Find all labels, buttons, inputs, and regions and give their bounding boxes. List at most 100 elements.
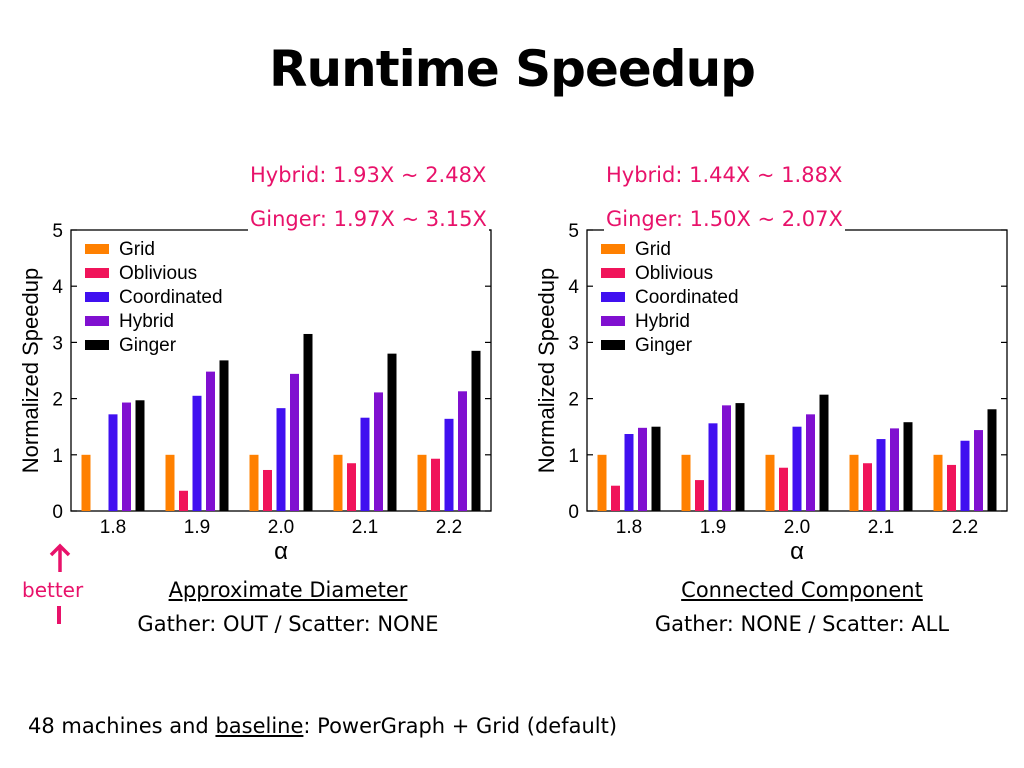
x-tick-label: 1.9 — [700, 517, 726, 538]
bar-hybrid-2.0 — [290, 373, 299, 511]
legend-label-ginger: Ginger — [635, 335, 693, 356]
footer-suffix: : PowerGraph + Grid (default) — [303, 714, 618, 738]
bar-ginger-2.2 — [471, 350, 481, 511]
bar-oblivious-2.2 — [947, 464, 956, 511]
legend-label-hybrid: Hybrid — [635, 311, 690, 332]
legend-swatch-oblivious — [85, 268, 109, 278]
bar-hybrid-2.1 — [374, 392, 383, 511]
bar-coordinated-2.2 — [960, 440, 970, 511]
x-axis-label: α — [274, 538, 288, 565]
y-tick-label: 1 — [568, 446, 579, 467]
bar-hybrid-1.8 — [638, 427, 647, 511]
x-tick-label: 1.8 — [100, 517, 126, 538]
bar-grid-2.0 — [765, 454, 775, 511]
legend-swatch-coordinated — [601, 292, 625, 302]
legend-swatch-grid — [601, 244, 625, 254]
bar-ginger-2.1 — [903, 422, 913, 511]
footer-note: 48 machines and baseline: PowerGraph + G… — [28, 714, 617, 738]
bar-oblivious-1.8 — [611, 485, 620, 511]
bar-hybrid-2.2 — [974, 430, 983, 511]
y-tick-label: 1 — [52, 446, 63, 467]
bar-ginger-1.8 — [651, 426, 661, 511]
bar-ginger-2.1 — [387, 353, 397, 511]
x-tick-label: 1.8 — [616, 517, 642, 538]
bar-grid-2.2 — [417, 454, 427, 511]
bar-grid-1.8 — [81, 454, 91, 511]
x-tick-label: 2.2 — [952, 517, 978, 538]
chart-svg-approximate-diameter: 0 1 2 3 4 5 1.8 1.9 2.0 2.1 2.2 α Normalized Speedup… — [18, 221, 492, 565]
bar-hybrid-1.8 — [122, 402, 131, 511]
bar-grid-2.1 — [333, 454, 343, 511]
y-tick-label: 4 — [568, 277, 579, 298]
legend-label-coordinated: Coordinated — [119, 287, 223, 308]
bar-oblivious-1.9 — [695, 480, 704, 511]
footer-baseline: baseline — [215, 714, 304, 738]
y-axis-label: Normalized Speedup — [534, 268, 559, 473]
chart-connected-component: 0 1 2 3 4 5 1.8 1.9 2.0 2.1 2.2 α Normalized Speedup… — [524, 200, 1024, 570]
legend-label-oblivious: Oblivious — [119, 263, 197, 284]
legend-swatch-coordinated — [85, 292, 109, 302]
y-tick-label: 0 — [568, 502, 579, 523]
left-ginger-annotation: Ginger: 1.97X ~ 3.15X — [248, 207, 489, 231]
x-tick-label: 2.0 — [784, 517, 810, 538]
bar-grid-2.0 — [249, 454, 259, 511]
right-caption-title: Connected Component — [681, 578, 923, 602]
y-tick-label: 5 — [568, 221, 579, 242]
bar-coordinated-2.1 — [360, 417, 370, 511]
legend-swatch-hybrid — [601, 316, 625, 326]
y-tick-label: 4 — [52, 277, 63, 298]
bar-hybrid-2.1 — [890, 428, 899, 511]
legend-label-grid: Grid — [635, 239, 671, 260]
bar-coordinated-2.1 — [876, 439, 886, 511]
bar-ginger-1.9 — [219, 360, 229, 511]
x-tick-label: 2.1 — [352, 517, 378, 538]
bar-grid-1.9 — [165, 454, 175, 511]
left-caption-subtitle: Gather: OUT / Scatter: NONE — [137, 612, 439, 636]
bar-ginger-2.2 — [987, 409, 997, 511]
bar-ginger-2.0 — [819, 394, 829, 511]
bar-hybrid-1.9 — [206, 371, 215, 511]
y-tick-label: 0 — [52, 502, 63, 523]
y-tick-label: 3 — [52, 333, 63, 354]
right-hybrid-annotation: Hybrid: 1.44X ~ 1.88X — [604, 163, 845, 187]
x-tick-label: 2.0 — [268, 517, 294, 538]
bar-coordinated-1.8 — [108, 414, 118, 511]
legend-swatch-ginger — [601, 340, 625, 350]
legend-label-coordinated: Coordinated — [635, 287, 739, 308]
bar-grid-2.2 — [933, 454, 943, 511]
bar-oblivious-2.1 — [347, 463, 356, 511]
chart-svg-connected-component: 0 1 2 3 4 5 1.8 1.9 2.0 2.1 2.2 α Normalized Speedup… — [534, 221, 1008, 565]
better-label: better — [22, 578, 84, 602]
x-tick-label: 1.9 — [184, 517, 210, 538]
legend-swatch-oblivious — [601, 268, 625, 278]
bar-coordinated-1.8 — [624, 434, 634, 511]
slide-title: Runtime Speedup — [269, 40, 756, 98]
left-hybrid-annotation: Hybrid: 1.93X ~ 2.48X — [248, 163, 489, 187]
right-ginger-annotation: Ginger: 1.50X ~ 2.07X — [604, 207, 845, 231]
chart-approximate-diameter: 0 1 2 3 4 5 1.8 1.9 2.0 2.1 2.2 α Normalized Speedup… — [8, 200, 508, 570]
left-caption-title: Approximate Diameter — [168, 578, 408, 602]
bar-hybrid-2.0 — [806, 414, 815, 511]
up-arrow-icon — [49, 543, 71, 572]
y-tick-label: 2 — [52, 390, 63, 411]
bar-coordinated-2.2 — [444, 418, 454, 511]
bar-coordinated-2.0 — [276, 408, 286, 511]
legend-label-grid: Grid — [119, 239, 155, 260]
legend-label-oblivious: Oblivious — [635, 263, 713, 284]
bar-ginger-1.9 — [735, 403, 745, 511]
bar-oblivious-2.1 — [863, 463, 872, 511]
bar-coordinated-1.9 — [192, 395, 202, 511]
bar-hybrid-2.2 — [458, 391, 467, 511]
better-tick — [57, 606, 61, 624]
legend-swatch-ginger — [85, 340, 109, 350]
footer-prefix: 48 machines and — [28, 714, 216, 738]
bar-grid-2.1 — [849, 454, 859, 511]
legend-label-ginger: Ginger — [119, 335, 177, 356]
bar-oblivious-2.0 — [263, 469, 272, 511]
bar-coordinated-1.9 — [708, 423, 718, 511]
y-axis-label: Normalized Speedup — [18, 268, 43, 473]
bar-coordinated-2.0 — [792, 426, 802, 511]
x-tick-label: 2.1 — [868, 517, 894, 538]
y-tick-label: 2 — [568, 390, 579, 411]
legend-swatch-hybrid — [85, 316, 109, 326]
